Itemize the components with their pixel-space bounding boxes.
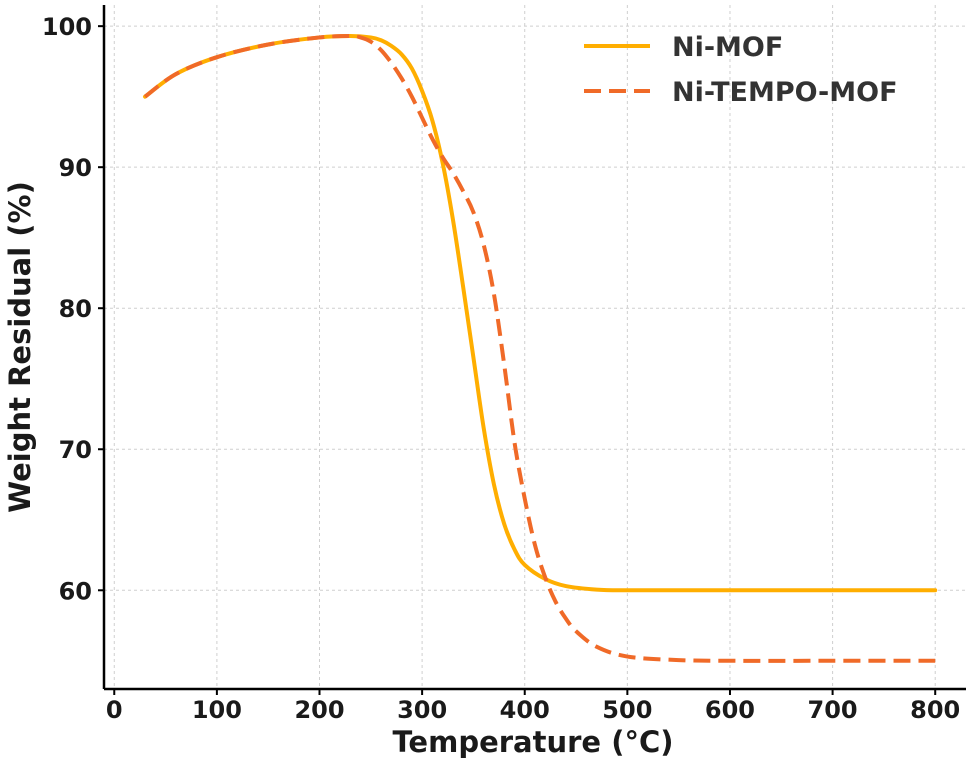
y-tick-label-90: 90 [59,154,92,182]
x-tick-label-0: 0 [106,696,123,724]
x-tick-label-100: 100 [192,696,242,724]
series-line-ni-tempo-mof [143,34,936,663]
x-tick-label-500: 500 [602,696,652,724]
series-lines [143,34,938,663]
x-tick-label-700: 700 [808,696,858,724]
x-tick-label-800: 800 [910,696,960,724]
series-line-ni-mof [143,34,938,593]
legend: Ni-MOF Ni-TEMPO-MOF [584,32,898,108]
y-tick-label-80: 80 [59,295,92,323]
y-axis-label: Weight Residual (%) [3,181,37,513]
y-tick-label-100: 100 [42,13,92,41]
x-tick-labels: 0 100 200 300 400 500 600 700 800 [106,689,960,724]
x-tick-label-300: 300 [397,696,447,724]
x-tick-label-200: 200 [294,696,344,724]
x-axis-label: Temperature (°C) [393,725,674,759]
x-tick-label-600: 600 [705,696,755,724]
y-tick-labels: 60 70 80 90 100 [42,13,104,605]
legend-label-1: Ni-MOF [672,32,783,63]
legend-label-2: Ni-TEMPO-MOF [672,77,898,108]
y-tick-label-60: 60 [59,577,92,605]
axes [102,5,966,691]
x-tick-label-400: 400 [500,696,550,724]
y-tick-label-70: 70 [59,436,92,464]
